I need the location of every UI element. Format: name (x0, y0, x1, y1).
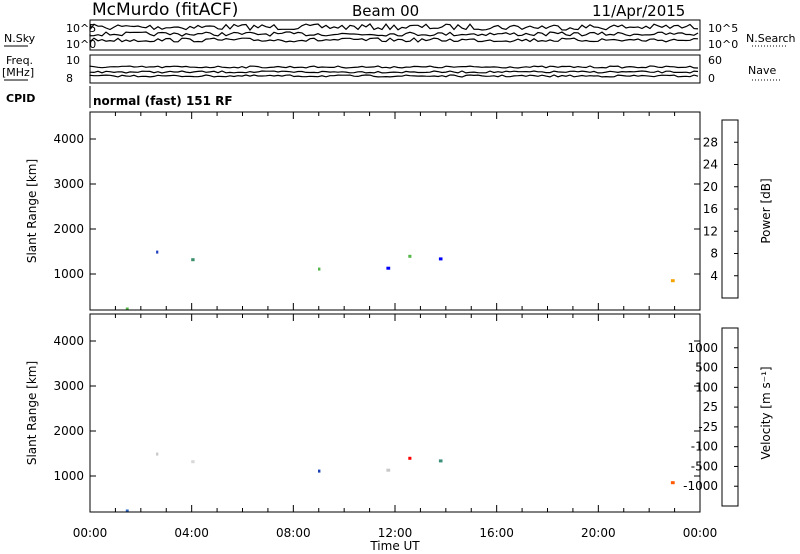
power-colorbar-tick-label: 24 (703, 158, 718, 172)
mode-text: normal (fast) 151 RF (93, 94, 233, 108)
nave-label: Nave (748, 64, 777, 77)
beam-title: Beam 00 (352, 2, 420, 20)
freq-label-1: Freq. (6, 54, 34, 67)
freq-tick-low: 8 (66, 72, 73, 85)
nsearch-tick-high: 10^5 (708, 22, 739, 35)
nsearch-trace (89, 31, 699, 37)
velocity-panel (89, 313, 701, 513)
nave-tick-low: 0 (708, 72, 715, 85)
velocity-colorbar-tick-label: 25 (703, 400, 718, 414)
power-colorbar-tick-label: 12 (703, 224, 718, 238)
velocity-cell (125, 509, 129, 513)
freq-panel-frame (89, 54, 701, 84)
power-colorbar-tick-label: 28 (703, 135, 718, 149)
power-panel (89, 111, 701, 311)
nave-trace (89, 74, 699, 78)
freq-label-2: [MHz] (2, 66, 35, 79)
xtick-label: 00:00 (73, 526, 108, 540)
velocity-cell (408, 456, 412, 460)
station-title: McMurdo (fitACF) (92, 0, 239, 20)
noise-trace (89, 37, 699, 43)
velocity-cell (191, 460, 195, 464)
velocity-cell (156, 452, 159, 456)
xtick-label: 04:00 (174, 526, 209, 540)
velocity-colorbar-tick-label: 100 (695, 380, 718, 394)
velocity-cell (386, 468, 391, 472)
velocity-colorbar: -1000 -500 -100 -25 25 100 500 1000 (683, 327, 739, 507)
ytick-label: 2000 (53, 424, 84, 438)
power-cell (318, 267, 321, 271)
xtick-label: 20:00 (581, 526, 616, 540)
velocity-cell (438, 459, 443, 463)
velocity-colorbar-tick-label: 1000 (687, 341, 718, 355)
power-colorbar-tick-label: 4 (710, 269, 718, 283)
power-colorbar: 4 8 12 16 20 24 28 (703, 119, 739, 299)
velocity-panel-frame (89, 313, 701, 513)
velocity-colorbar-tick-label: -1000 (683, 479, 718, 493)
power-cell (670, 279, 675, 283)
power-cell (408, 254, 412, 258)
power-cell (191, 258, 195, 262)
axes: 1000 2000 3000 4000 1000 2000 3000 4000 00:00 04:… (53, 112, 717, 540)
nsearch-tick-low: 10^0 (708, 38, 739, 51)
xaxis-label: Time UT (369, 539, 420, 553)
ytick-label: 3000 (53, 177, 84, 191)
velocity-colorbar-tick-label: -25 (698, 420, 718, 434)
nave-tick-high: 60 (708, 54, 722, 67)
velocity-ylabel: Slant Range [km] (25, 361, 39, 465)
velocity-colorbar-frame (721, 327, 739, 507)
velocity-cell (318, 469, 321, 473)
nsearch-label: N.Search (746, 32, 796, 45)
freq-tick-high: 10 (66, 54, 80, 67)
velocity-colorbar-tick-label: -100 (691, 440, 718, 454)
date-title: 11/Apr/2015 (592, 2, 686, 20)
velocity-colorbar-tick-label: -500 (691, 459, 718, 473)
power-cell (386, 266, 391, 270)
ytick-label: 4000 (53, 132, 84, 146)
power-cell (125, 307, 129, 311)
xtick-label: 00:00 (683, 526, 718, 540)
power-colorbar-tick-label: 20 (703, 180, 718, 194)
velocity-cell (670, 481, 675, 485)
velocity-colorbar-tick-label: 500 (695, 361, 718, 375)
freq-trace (89, 65, 699, 69)
nsky-trace (89, 23, 699, 32)
xtick-label: 08:00 (276, 526, 311, 540)
ytick-label: 3000 (53, 379, 84, 393)
power-colorbar-label: Power [dB] (759, 178, 773, 243)
nsky-label: N.Sky (4, 32, 36, 45)
ytick-label: 1000 (53, 267, 84, 281)
ytick-label: 1000 (53, 469, 84, 483)
cpid-label: CPID (6, 92, 36, 105)
xtick-label: 12:00 (378, 526, 413, 540)
strip-traces (89, 23, 699, 78)
velocity-data (125, 452, 675, 513)
freq-trace (89, 70, 699, 74)
power-cell (438, 257, 443, 261)
nsky-tick-high: 10^5 (66, 22, 97, 35)
power-panel-frame (89, 111, 701, 311)
velocity-colorbar-label: Velocity [m s⁻¹] (759, 366, 773, 459)
power-cell (156, 250, 159, 254)
power-colorbar-tick-label: 16 (703, 202, 718, 216)
power-ylabel: Slant Range [km] (25, 159, 39, 263)
ytick-label: 4000 (53, 334, 84, 348)
xtick-label: 16:00 (479, 526, 514, 540)
power-colorbar-tick-label: 8 (710, 247, 718, 261)
ytick-label: 2000 (53, 222, 84, 236)
nsky-tick-low: 10^0 (66, 38, 97, 51)
power-data (125, 250, 675, 311)
